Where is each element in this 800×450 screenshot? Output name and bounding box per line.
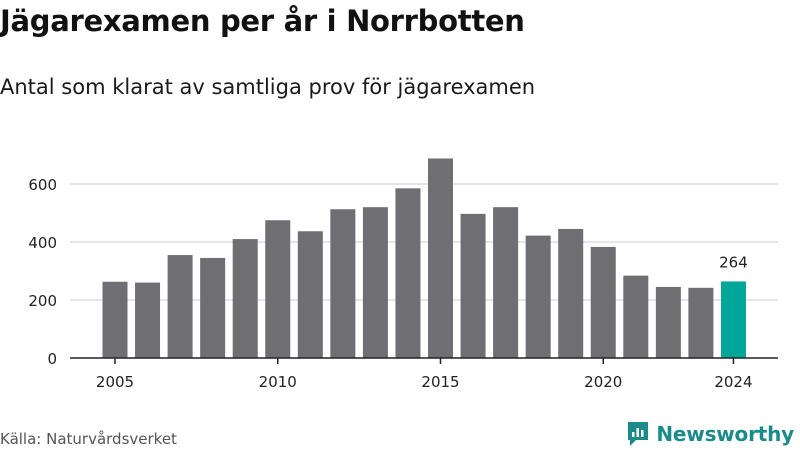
- y-tick-label: 200: [28, 292, 57, 310]
- y-tick-label: 600: [28, 176, 57, 194]
- x-tick-label: 2010: [259, 373, 297, 391]
- bar: [493, 207, 519, 358]
- x-tick-label: 2024: [714, 373, 752, 391]
- bar: [428, 158, 453, 358]
- bar: [102, 281, 128, 358]
- bar: [362, 207, 388, 358]
- bar: [720, 281, 746, 358]
- bar: [167, 255, 193, 358]
- brand-name: Newsworthy: [656, 422, 794, 446]
- bar: [232, 239, 258, 358]
- bar: [525, 235, 551, 358]
- bar: [590, 246, 616, 358]
- data-label: 264: [719, 253, 748, 271]
- bar: [395, 188, 421, 358]
- x-tick-label: 2015: [421, 373, 459, 391]
- brand-logo: Newsworthy: [626, 420, 794, 448]
- bar: [655, 286, 681, 358]
- bar: [330, 209, 356, 358]
- bar: [297, 231, 323, 358]
- chart-subtitle: Antal som klarat av samtliga prov för jä…: [0, 75, 536, 99]
- x-tick-label: 2005: [96, 373, 134, 391]
- bar: [200, 257, 226, 358]
- bar: [688, 287, 714, 358]
- bar: [265, 220, 291, 358]
- chart-title: Jägarexamen per år i Norrbotten: [0, 4, 525, 38]
- bar: [558, 228, 584, 358]
- bar: [623, 275, 649, 358]
- bar: [135, 282, 161, 358]
- x-tick-label: 2020: [584, 373, 622, 391]
- y-tick-label: 400: [28, 234, 57, 252]
- bar: [460, 213, 486, 358]
- source-note: Källa: Naturvårdsverket: [0, 430, 177, 448]
- newsworthy-logo-icon: [628, 422, 649, 446]
- y-tick-label: 0: [47, 350, 57, 368]
